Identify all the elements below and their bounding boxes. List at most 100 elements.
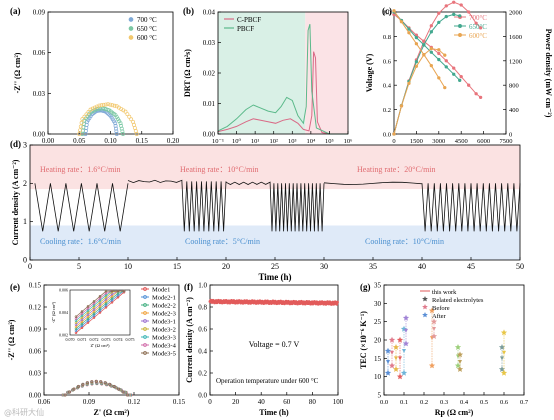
after-star-g bbox=[500, 369, 508, 376]
inset-point-e bbox=[74, 315, 78, 318]
arrow-head-g bbox=[398, 356, 402, 361]
arrow-head-g bbox=[432, 327, 436, 331]
data-point-a bbox=[92, 105, 97, 110]
arrow-head-g bbox=[500, 356, 504, 361]
axes-frame-c bbox=[393, 11, 507, 135]
power-point-c bbox=[478, 26, 483, 30]
before-star-g bbox=[388, 336, 396, 343]
legend-label-e: Mode3-5 bbox=[152, 351, 176, 358]
voltage-point-c bbox=[458, 78, 462, 82]
legend-label-b: C-PBCF bbox=[237, 16, 261, 24]
y2-tick-label: 1600 bbox=[509, 34, 522, 41]
legend-label-g: Before bbox=[432, 305, 450, 312]
data-point-a bbox=[78, 124, 83, 129]
data-point-a bbox=[127, 114, 132, 119]
x-tick-label: 0.0 bbox=[380, 399, 388, 406]
x-tick-label: 10¹ bbox=[251, 138, 260, 145]
heating-rate-label: Heating rate：20°C/min bbox=[357, 165, 436, 174]
legend-marker-e bbox=[143, 287, 147, 291]
data-point-e bbox=[94, 379, 98, 383]
before-star-g bbox=[430, 318, 438, 325]
x-tick-label: 50 bbox=[516, 262, 524, 271]
y2-tick-label: 400 bbox=[509, 107, 519, 114]
inset-point-e bbox=[116, 289, 120, 293]
voltage-point-c bbox=[407, 27, 411, 31]
x-tick-label: 10⁴ bbox=[306, 138, 316, 145]
x-tick-label: 10⁻¹ bbox=[212, 138, 224, 145]
y-tick-label: 2 bbox=[23, 179, 27, 188]
legend-label-b: PBCF bbox=[237, 25, 254, 33]
inset-line-e bbox=[75, 290, 124, 317]
data-point-e bbox=[108, 382, 112, 386]
x-tick-label: 1500 bbox=[410, 138, 423, 145]
voltage-point-c bbox=[452, 72, 456, 76]
inset-x-tick-label: 0.072 bbox=[90, 337, 99, 342]
x-tick-label: 6000 bbox=[477, 138, 490, 145]
inset-x-tick-label: 0.073 bbox=[102, 337, 111, 342]
legend-label-e: Mode3-1 bbox=[152, 319, 176, 326]
before-star-g bbox=[456, 351, 464, 358]
legend-label-e: Mode1 bbox=[152, 287, 170, 294]
legend-marker-e bbox=[143, 319, 147, 323]
x-tick-label: 0.15 bbox=[173, 398, 186, 406]
arrow-head-g bbox=[402, 349, 406, 353]
x-tick-label: 40 bbox=[418, 262, 426, 271]
inset-y-tick-label: 0.006 bbox=[59, 288, 68, 293]
data-point-a bbox=[101, 102, 106, 107]
inset-line-e bbox=[75, 290, 125, 331]
voltage-point-c bbox=[444, 65, 448, 69]
data-point-a bbox=[129, 117, 134, 122]
arrow-head-g bbox=[502, 350, 506, 355]
y-axis-label-b: DRT (Ω cm²s) bbox=[183, 49, 192, 97]
y-tick-label: 0.01 bbox=[203, 100, 216, 108]
legend-label-a: 700 °C bbox=[137, 16, 157, 24]
x-tick-label: 0.7 bbox=[520, 399, 529, 406]
axes-frame-e bbox=[43, 284, 180, 396]
voltage-point-c bbox=[444, 59, 448, 63]
after-star-g bbox=[428, 362, 436, 369]
x-tick-label: 45 bbox=[467, 262, 475, 271]
series-line-b bbox=[217, 24, 348, 135]
x-tick-label: 15 bbox=[173, 262, 181, 271]
legend-label-a: 650 °C bbox=[137, 25, 157, 33]
y-tick-label: 10 bbox=[374, 373, 382, 381]
y-tick-label: 0.2 bbox=[198, 370, 207, 378]
inset-x-label: Z' (Ω cm²) bbox=[91, 343, 110, 348]
data-point-e bbox=[99, 380, 103, 384]
watermark: @科研大仙 bbox=[4, 408, 44, 417]
x-tick-label: 0.09 bbox=[83, 398, 96, 406]
current-trace-d bbox=[127, 179, 227, 232]
x-tick-label: 4500 bbox=[455, 138, 468, 145]
data-point-e bbox=[103, 381, 107, 385]
voltage-point-c bbox=[414, 42, 419, 46]
voltage-point-c bbox=[437, 51, 441, 56]
data-point-e bbox=[116, 387, 121, 391]
inset-line-e bbox=[75, 290, 125, 329]
x-tick-label: 0.06 bbox=[38, 398, 51, 406]
data-point-a bbox=[110, 103, 115, 108]
inset-x-tick-label: 0.075 bbox=[126, 337, 135, 342]
current-trace-d bbox=[225, 181, 325, 232]
y-tick-label: 3 bbox=[23, 141, 27, 150]
power-point-c bbox=[437, 11, 441, 15]
y2-tick-label: 2000 bbox=[509, 10, 522, 17]
y-tick-label: 25 bbox=[374, 318, 382, 326]
x-axis-label-g: Rp (Ω cm²) bbox=[435, 408, 474, 417]
x-axis-label-e: Z' (Ω cm²) bbox=[94, 408, 130, 417]
voltage-point-c bbox=[467, 83, 471, 87]
x-tick-label: 0.10 bbox=[104, 137, 117, 145]
power-curve-c bbox=[393, 48, 446, 135]
data-point-a bbox=[80, 117, 85, 122]
data-point-a bbox=[106, 102, 110, 107]
data-point-a bbox=[114, 126, 118, 131]
shaded-region-b bbox=[218, 12, 306, 134]
legend-marker-a bbox=[128, 35, 134, 40]
before-star-g bbox=[392, 344, 400, 350]
data-point-e bbox=[72, 387, 76, 391]
power-point-c bbox=[422, 53, 426, 57]
voltage-point-c bbox=[452, 66, 456, 70]
current-trace-d bbox=[34, 183, 129, 232]
inset-x-tick-label: 0.070 bbox=[66, 337, 75, 342]
x-tick-label: 10² bbox=[269, 138, 278, 145]
inset-y-tick-label: 0.004 bbox=[59, 310, 68, 315]
